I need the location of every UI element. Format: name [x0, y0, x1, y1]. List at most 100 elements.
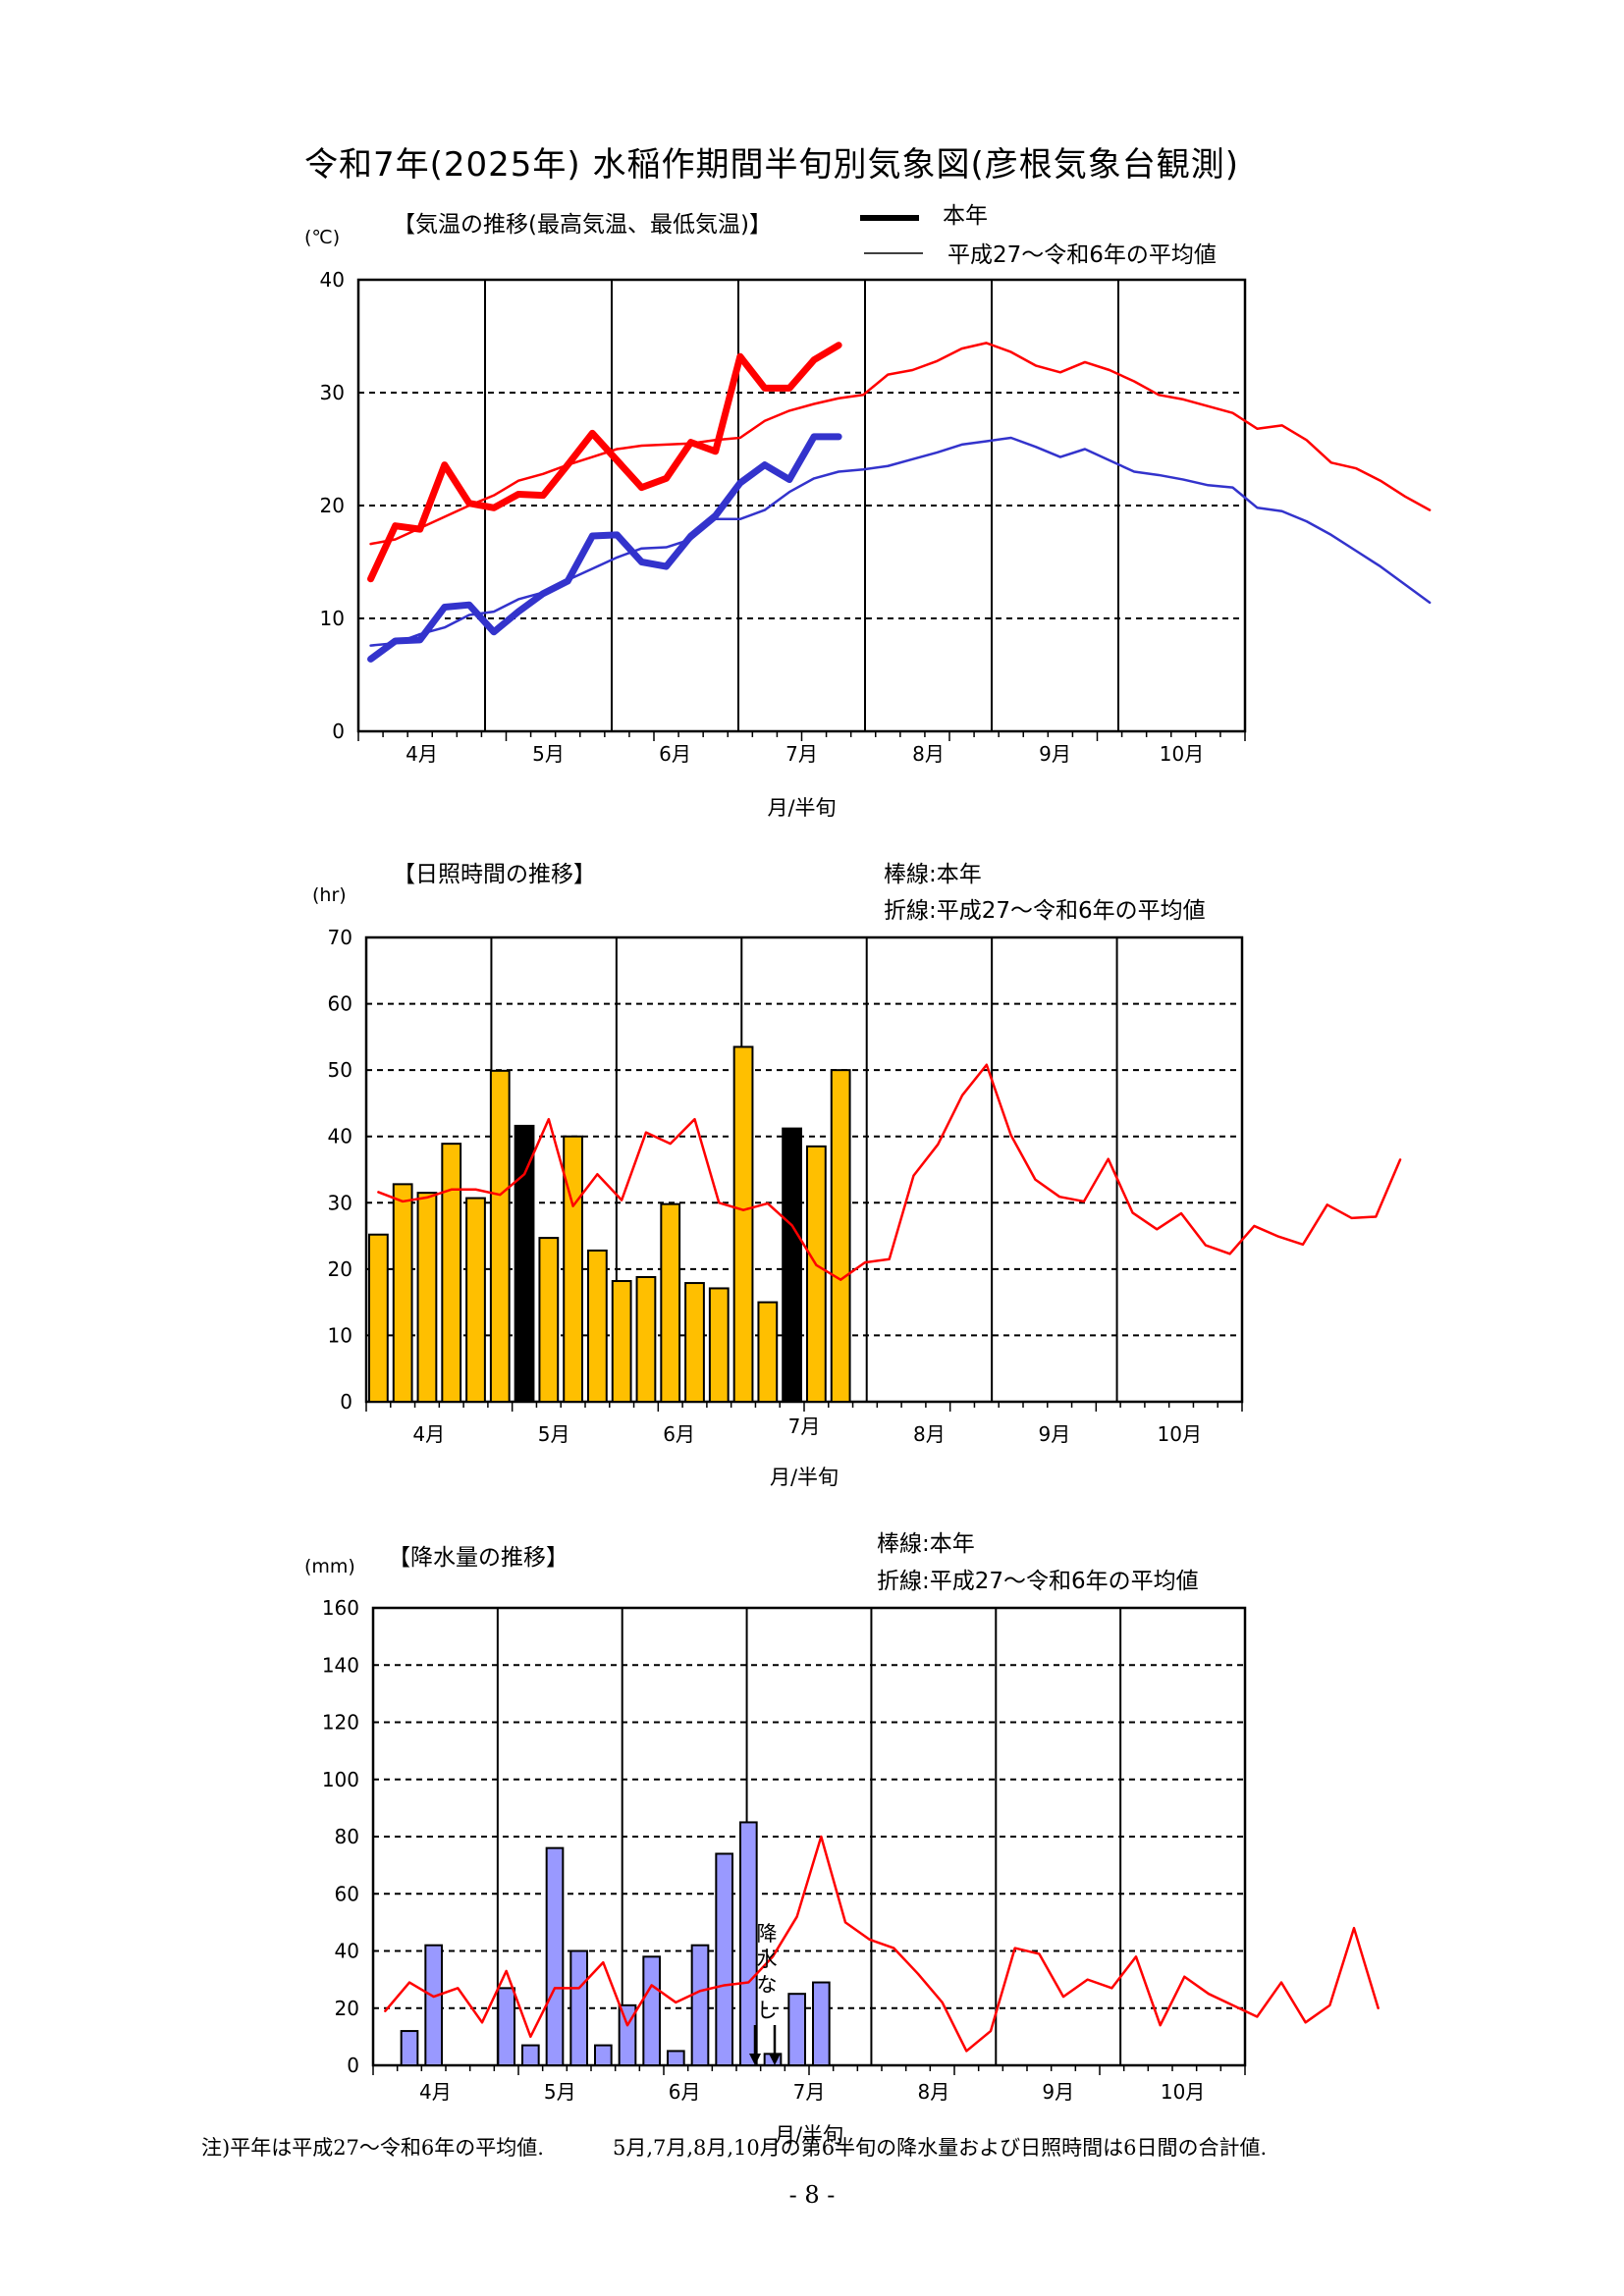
- legend-current-label: 本年: [943, 203, 988, 229]
- legend-line-label: 折線:平成27～令和6年の平均値: [884, 898, 1206, 924]
- normal-sunshine-line: [377, 1063, 1402, 1281]
- y-tick-label: 50: [328, 1058, 352, 1082]
- sunshine-bar: [416, 1192, 438, 1404]
- normal-precipitation-line: [384, 1835, 1380, 2053]
- sunshine-bar: [684, 1282, 705, 1403]
- sunshine-bar: [465, 1197, 486, 1403]
- sunshine-bar: [368, 1233, 389, 1403]
- precipitation-bar: [497, 1987, 516, 2067]
- y-tick-label: 20: [320, 494, 345, 517]
- no-rain-annotation-char: 水: [757, 1948, 778, 1971]
- y-tick-label: 0: [332, 720, 345, 743]
- precipitation-bar: [594, 2044, 613, 2067]
- y-tick-label: 70: [328, 926, 352, 949]
- y-tick-label: 10: [320, 607, 345, 630]
- footnote-sixth-pentad: 5月,7月,8月,10月の第6半旬の降水量および日照時間は6日間の合計値.: [612, 2136, 1268, 2160]
- x-axis-label: 月/半旬: [770, 1466, 839, 1489]
- footnote-normal: 注)平年は平成27～令和6年の平均値.: [201, 2136, 544, 2160]
- legend-line-label: 折線:平成27～令和6年の平均値: [877, 1569, 1199, 1594]
- y-tick-label: 30: [328, 1191, 352, 1214]
- precipitation-bar: [787, 1993, 806, 2066]
- sunshine-bar: [757, 1301, 779, 1403]
- y-tick-label: 40: [320, 268, 345, 292]
- y-tick-label: 30: [320, 381, 345, 404]
- month-label: 8月: [913, 1422, 946, 1446]
- month-label: 6月: [663, 1422, 695, 1446]
- y-axis-unit: (hr): [312, 884, 347, 906]
- y-tick-label: 60: [328, 992, 352, 1016]
- sunshine-bar: [441, 1143, 462, 1403]
- chart-title-precipitation: 【降水量の推移】: [388, 1545, 568, 1571]
- y-tick-label: 0: [347, 2054, 359, 2077]
- no-rain-arrow-head: [749, 2054, 761, 2065]
- month-label: 8月: [917, 2080, 949, 2104]
- month-label: 4月: [419, 2080, 452, 2104]
- precipitation-bar: [400, 2030, 419, 2067]
- legend-bar-label: 棒線:本年: [877, 1531, 975, 1557]
- y-tick-label: 10: [328, 1323, 352, 1347]
- sunshine-bar: [782, 1127, 803, 1403]
- month-label: 10月: [1161, 2080, 1205, 2104]
- precipitation-bar: [812, 1981, 831, 2066]
- month-label: 7月: [793, 2080, 826, 2104]
- y-tick-label: 40: [335, 1940, 359, 1963]
- sunshine-bar: [538, 1237, 560, 1403]
- precipitation-bar: [521, 2044, 540, 2067]
- month-label: 7月: [785, 742, 818, 766]
- chart-title-temperature: 【気温の推移(最高気温、最低気温)】: [393, 212, 772, 238]
- month-label: 8月: [912, 742, 945, 766]
- month-label: 4月: [412, 1422, 445, 1446]
- month-label: 6月: [659, 742, 691, 766]
- x-axis-label: 月/半旬: [767, 796, 836, 820]
- precipitation-bar: [569, 1949, 588, 2066]
- sunshine-bar: [514, 1124, 535, 1403]
- y-tick-label: 20: [328, 1257, 352, 1281]
- page-title: 令和7年(2025年) 水稲作期間半旬別気象図(彦根気象台観測): [304, 145, 1240, 185]
- sunshine-bar: [489, 1069, 511, 1404]
- sunshine-bar: [830, 1069, 851, 1403]
- month-label: 9月: [1038, 1422, 1070, 1446]
- sunshine-bar: [587, 1249, 608, 1403]
- normal-high-temp-line: [369, 342, 1432, 546]
- y-axis-unit: (℃): [304, 227, 340, 248]
- month-label: 10月: [1158, 1422, 1202, 1446]
- precipitation-bar: [424, 1944, 444, 2067]
- normal-low-temp-line: [369, 436, 1432, 647]
- month-label: 10月: [1160, 742, 1204, 766]
- no-rain-annotation-char: 降: [757, 1922, 778, 1946]
- no-rain-annotation-char: し: [757, 1999, 778, 2022]
- month-label: 5月: [544, 2080, 576, 2104]
- precipitation-bar: [715, 1852, 733, 2066]
- chart-title-sunshine: 【日照時間の推移】: [393, 862, 596, 887]
- month-label: 7月: [788, 1415, 821, 1438]
- y-tick-label: 140: [322, 1653, 359, 1677]
- legend-bar-label: 棒線:本年: [884, 862, 982, 887]
- sunshine-bar: [635, 1275, 657, 1403]
- sunshine-bar: [732, 1045, 754, 1403]
- month-label: 9月: [1039, 742, 1071, 766]
- precipitation-bar: [690, 1944, 710, 2067]
- y-tick-label: 60: [335, 1882, 359, 1905]
- sunshine-bar: [806, 1145, 827, 1403]
- page-number: - 8 -: [788, 2181, 836, 2209]
- x-axis-label: 月/半旬: [775, 2123, 843, 2147]
- current-high-temp-line: [367, 342, 842, 583]
- y-tick-label: 160: [322, 1596, 359, 1620]
- precipitation-bar: [642, 1955, 661, 2066]
- month-label: 4月: [406, 742, 438, 766]
- month-label: 6月: [669, 2080, 701, 2104]
- precipitation-bar: [739, 1821, 758, 2066]
- no-rain-annotation-char: な: [757, 1973, 778, 1997]
- footnote: 注)平年は平成27～令和6年の平均値. 5月,7月,8月,10月の第6半旬の降水量…: [201, 2132, 1267, 2162]
- y-tick-label: 120: [322, 1711, 359, 1735]
- sunshine-bar: [563, 1135, 584, 1403]
- y-tick-label: 20: [335, 1997, 359, 2020]
- y-tick-label: 100: [322, 1768, 359, 1791]
- month-label: 9月: [1042, 2080, 1074, 2104]
- precipitation-bar: [667, 2050, 685, 2066]
- y-tick-label: 80: [335, 1825, 359, 1848]
- y-tick-label: 40: [328, 1125, 352, 1148]
- current-low-temp-line: [367, 433, 842, 663]
- y-tick-label: 0: [340, 1390, 352, 1414]
